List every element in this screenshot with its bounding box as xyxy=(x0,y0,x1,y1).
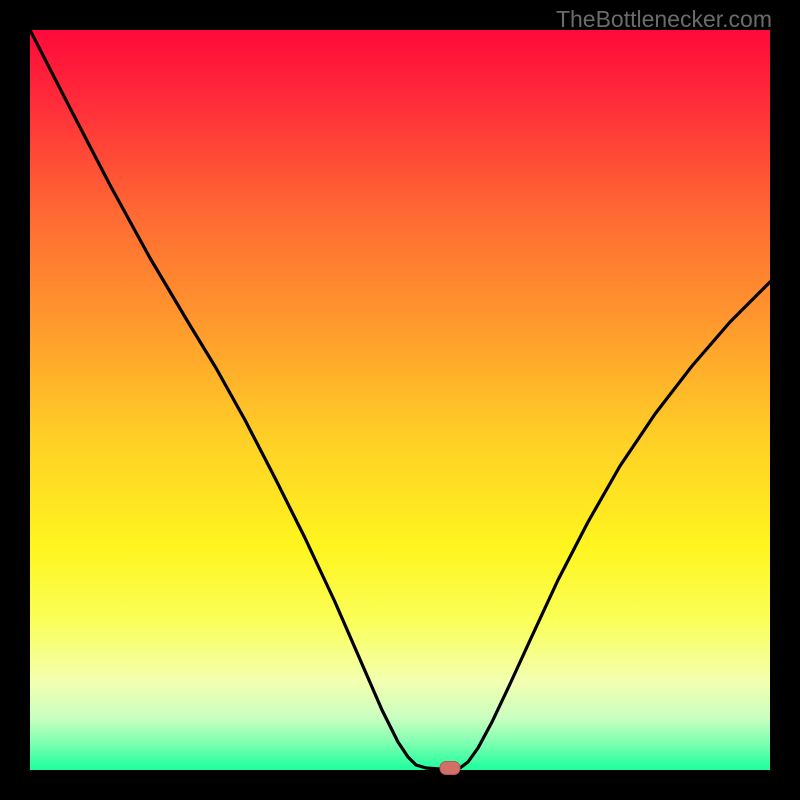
chart-canvas: TheBottlenecker.com xyxy=(0,0,800,800)
curve-layer xyxy=(0,0,800,800)
watermark-text: TheBottlenecker.com xyxy=(556,6,772,33)
sweet-spot-marker xyxy=(440,762,460,775)
bottleneck-curve xyxy=(30,30,770,769)
